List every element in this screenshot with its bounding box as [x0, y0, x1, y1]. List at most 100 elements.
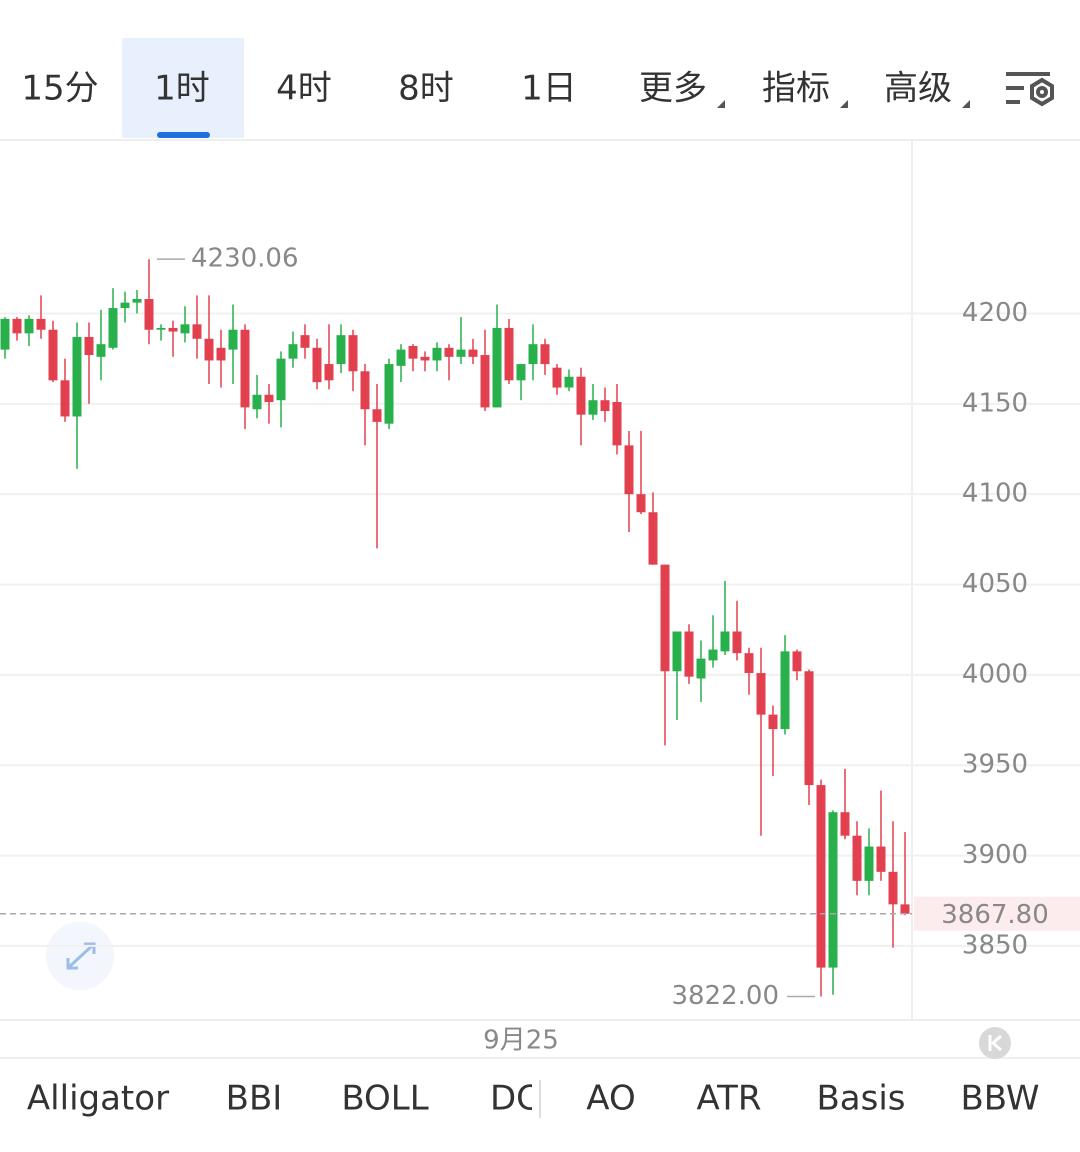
indicator-tab[interactable]: BBW: [960, 1079, 1039, 1119]
tab[interactable]: 更多: [639, 69, 707, 109]
candle-body: [900, 904, 910, 914]
tab[interactable]: 高级: [884, 69, 952, 109]
candle-body: [480, 355, 490, 408]
candle-body: [156, 327, 166, 330]
candle-body: [312, 347, 322, 383]
candle-body: [420, 356, 430, 361]
indicator-tab[interactable]: Basis: [816, 1079, 905, 1119]
candle-body: [456, 349, 466, 357]
tab[interactable]: 15分: [21, 69, 98, 109]
candle-body: [804, 671, 814, 786]
dropdown-arrow: [840, 100, 848, 108]
candle-body: [288, 344, 298, 359]
candle-body: [516, 364, 526, 381]
candle-body: [696, 658, 706, 679]
candle-body: [888, 871, 898, 905]
candle-body: [504, 327, 514, 381]
y-tick-label: 4200: [962, 298, 1028, 328]
y-tick-label: 4150: [962, 388, 1028, 418]
last-price-label: 3867.80: [941, 900, 1049, 930]
indicator-tab[interactable]: ATR: [696, 1079, 761, 1119]
candle-body: [252, 394, 262, 410]
candle-body: [36, 318, 46, 330]
candle-body: [372, 409, 382, 422]
candle-body: [624, 445, 634, 495]
candle-body: [396, 349, 406, 366]
candle-body: [192, 324, 202, 339]
dropdown-arrow: [962, 100, 970, 108]
candle-body: [300, 335, 310, 348]
settings-icon[interactable]: [1006, 72, 1054, 107]
candle-body: [864, 846, 874, 881]
tab[interactable]: 4时: [276, 69, 332, 109]
x-tick-label: 9月25: [483, 1026, 559, 1056]
tab[interactable]: 1日: [521, 69, 577, 109]
candle-body: [708, 649, 718, 661]
candle-body: [588, 400, 598, 415]
active-tab-underline: [157, 132, 210, 138]
candle-body: [816, 785, 826, 968]
candle-body: [756, 673, 766, 715]
candle-body: [648, 512, 658, 565]
last-price-tag: [914, 896, 1080, 931]
candle-body: [84, 336, 94, 356]
indicator-tab[interactable]: BOLL: [341, 1079, 428, 1119]
candle-body: [24, 318, 34, 334]
candle-body: [432, 347, 442, 361]
scroll-to-latest-button[interactable]: [979, 1027, 1011, 1059]
candle-body: [600, 400, 610, 412]
active-tab-bg: [122, 38, 244, 138]
candle-body: [180, 324, 190, 334]
candle-body: [468, 349, 478, 357]
indicator-tab[interactable]: Alligator: [27, 1079, 169, 1119]
candle-body: [780, 651, 790, 730]
y-tick-label: 4000: [962, 659, 1028, 689]
dropdown-arrow: [717, 100, 725, 108]
max-label: 4230.06: [191, 244, 299, 274]
candle-body: [204, 338, 214, 361]
indicator-tab[interactable]: BBI: [226, 1079, 283, 1119]
candle-body: [168, 327, 178, 332]
indicator-tab[interactable]: AO: [586, 1079, 635, 1119]
candle-body: [276, 358, 286, 401]
candle-body: [660, 564, 670, 672]
candle-body: [264, 394, 274, 403]
candle-body: [636, 494, 646, 513]
candle-body: [408, 345, 418, 359]
y-tick-label: 3850: [962, 930, 1028, 960]
candle-body: [852, 835, 862, 881]
indicator-tab[interactable]: DC: [490, 1079, 540, 1119]
candle-body: [12, 318, 22, 334]
candle-body: [48, 329, 58, 381]
candle-body: [792, 651, 802, 672]
candle-body: [96, 344, 106, 357]
expand-button[interactable]: [46, 922, 114, 990]
candle-body: [60, 380, 70, 417]
candle-body: [876, 846, 886, 872]
tab[interactable]: 8时: [398, 69, 454, 109]
candle-body: [828, 812, 838, 968]
candle-body: [336, 335, 346, 365]
candle-body: [720, 631, 730, 652]
tab[interactable]: 指标: [762, 69, 830, 109]
tab[interactable]: 1时: [154, 69, 210, 109]
candle-body: [768, 714, 778, 730]
candle-body: [72, 336, 82, 417]
min-label: 3822.00: [671, 981, 779, 1011]
candle-body: [840, 812, 850, 836]
candle-body: [540, 344, 550, 365]
candle-body: [240, 329, 250, 408]
candle-body: [360, 371, 370, 410]
candle-body: [216, 347, 226, 361]
candle-body: [612, 402, 622, 446]
y-tick-label: 3950: [962, 750, 1028, 780]
y-tick-label: 4050: [962, 569, 1028, 599]
candle-body: [576, 376, 586, 415]
candle-body: [732, 631, 742, 654]
candle-body: [444, 347, 454, 357]
candle-body: [108, 308, 118, 348]
candle-body: [552, 367, 562, 388]
candle-body: [492, 327, 502, 408]
